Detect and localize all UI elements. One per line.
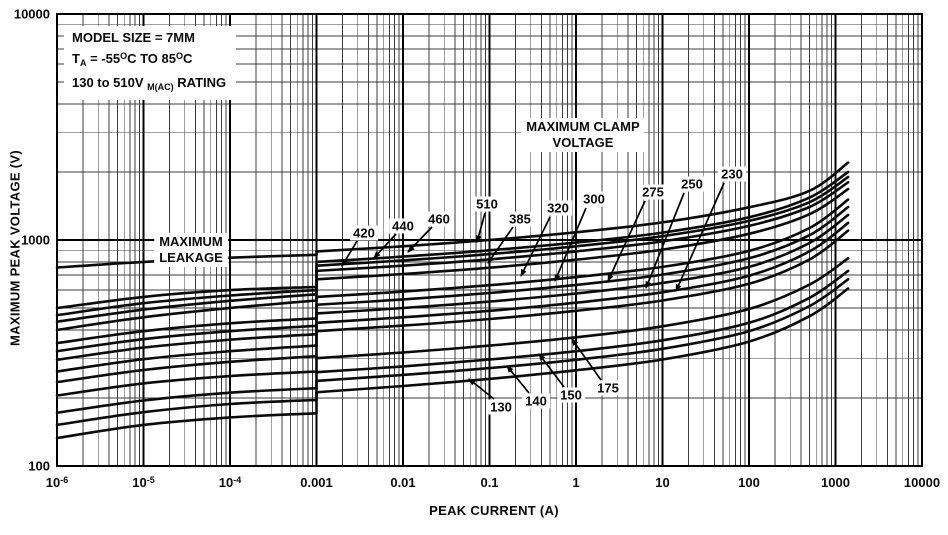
curve-300-leakage: [55, 324, 318, 353]
curve-label-440: 440: [389, 218, 417, 234]
curve-label-275: 275: [639, 184, 667, 200]
x-tick-10e-5: 10-5: [132, 475, 155, 490]
curve-label-150: 150: [557, 387, 585, 403]
curve-130-leakage: [55, 412, 318, 440]
curve-230-clamp: [315, 229, 850, 333]
curve-510-clamp: [315, 161, 850, 253]
x-tick-10e-4: 10-4: [218, 475, 242, 490]
curve-320-leakage: [55, 317, 318, 345]
curve-300-clamp: [315, 205, 850, 307]
leader-arrow-250: [645, 192, 685, 289]
y-tick-1000: 1000: [21, 232, 50, 248]
curve-140-clamp: [315, 278, 850, 383]
curve-label-300: 300: [580, 191, 608, 207]
curve-440-clamp: [315, 175, 850, 267]
leader-arrow-320: [520, 216, 551, 277]
curve-420-leakage: [55, 293, 318, 324]
leader-arrow-140: [506, 365, 530, 394]
curve-440-leakage: [55, 288, 318, 317]
curve-label-460: 460: [425, 211, 453, 227]
x-tick-1000: 1000: [821, 475, 850, 490]
curve-label-250: 250: [678, 176, 706, 192]
leader-arrow-440: [373, 233, 397, 259]
plot-border: [55, 12, 924, 468]
leader-arrow-300: [554, 207, 587, 282]
curve-label-420: 420: [350, 225, 378, 241]
curve-130-clamp: [315, 287, 850, 394]
curve-label-320: 320: [544, 200, 572, 216]
curve-275-clamp: [315, 213, 850, 315]
curve-460-leakage: [55, 285, 318, 310]
x-tick-10000: 10000: [903, 475, 941, 490]
leader-arrow-510: [475, 212, 486, 243]
model-info-box: MODEL SIZE = 7MM TA = -55OC TO 85OC 130 to…: [64, 26, 237, 100]
curve-label-385: 385: [506, 211, 534, 227]
region-label-maximum-leakage: MAXIMUM LEAKAGE: [154, 233, 228, 267]
curve-250-leakage: [55, 344, 318, 373]
curve-385-clamp: [315, 187, 850, 281]
leader-arrow-420: [341, 240, 358, 267]
x-tick-10: 10: [655, 475, 670, 490]
curve-175-leakage: [55, 370, 318, 397]
x-axis-title: PEAK CURRENT (A): [429, 503, 559, 518]
x-tick-0.01: 0.01: [390, 475, 416, 490]
curve-175-clamp: [315, 257, 850, 360]
leader-arrow-150: [538, 353, 565, 388]
x-tick-0.001: 0.001: [300, 475, 333, 490]
leader-arrow-460: [407, 226, 433, 253]
y-tick-100: 100: [28, 458, 50, 474]
curve-label-140: 140: [522, 393, 550, 409]
region-label-maximum-clamp-voltage: MAXIMUM CLAMP VOLTAGE: [521, 118, 645, 152]
x-tick-10e-6: 10-6: [45, 475, 69, 490]
curve-label-510: 510: [473, 196, 501, 212]
curve-label-175: 175: [594, 380, 622, 396]
x-tick-100: 100: [738, 475, 760, 490]
curve-150-clamp: [315, 269, 850, 374]
curve-label-230: 230: [718, 166, 746, 182]
y-axis-title: MAXIMUM PEAK VOLTAGE (V): [7, 150, 23, 346]
leader-arrow-275: [607, 200, 646, 282]
leader-arrow-385: [487, 226, 514, 264]
leader-arrow-130: [468, 378, 495, 400]
curve-150-leakage: [55, 386, 318, 415]
curve-140-leakage: [55, 398, 318, 427]
x-tick-0.1: 0.1: [480, 475, 499, 490]
curve-250-clamp: [315, 221, 850, 325]
curve-230-leakage: [55, 354, 318, 384]
curve-420-clamp: [315, 181, 850, 273]
leader-arrow-230: [675, 182, 725, 292]
leader-arrow-175: [571, 338, 602, 381]
curve-275-leakage: [55, 332, 318, 362]
curve-label-130: 130: [487, 399, 515, 415]
curve-320-clamp: [315, 198, 850, 299]
x-tick-1: 1: [572, 475, 580, 490]
curve-385-leakage: [55, 299, 318, 332]
y-tick-10000: 10000: [13, 6, 50, 22]
curve-460-clamp: [315, 170, 850, 264]
